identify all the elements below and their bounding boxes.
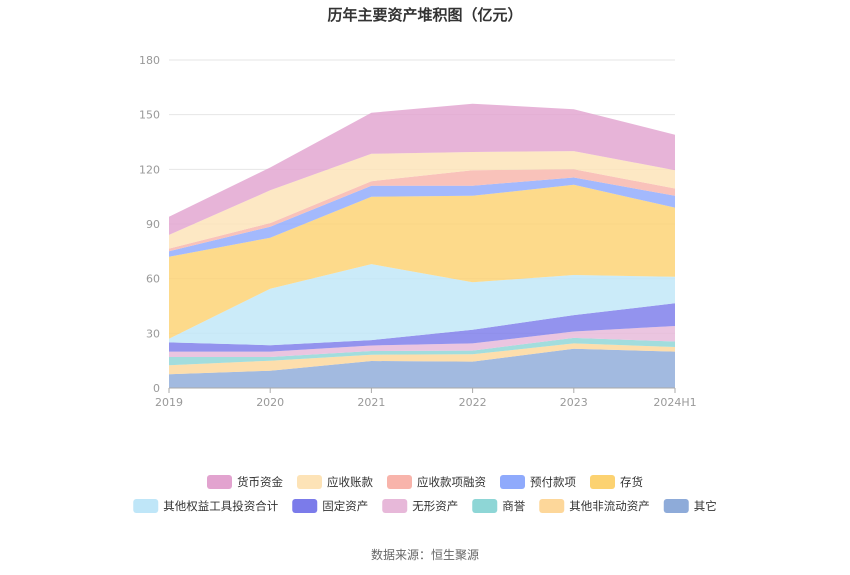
- y-tick-label: 60: [146, 273, 160, 286]
- legend-label: 应收账款: [327, 475, 373, 489]
- legend-swatch: [663, 499, 689, 513]
- legend-swatch: [500, 475, 525, 489]
- legend-item-存货[interactable]: 存货: [590, 475, 643, 489]
- legend-swatch: [292, 499, 318, 513]
- legend-swatch: [539, 499, 565, 513]
- legend-label: 货币资金: [237, 475, 283, 489]
- x-tick-label: 2022: [459, 396, 487, 409]
- axes: 0 30 60 90 120 150 180 2019 2020 2021 2022 2023 2024…: [139, 54, 697, 409]
- area-series-应收账款[interactable]: [169, 151, 675, 249]
- legend-item-其他非流动资产[interactable]: 其他非流动资产: [539, 499, 650, 513]
- legend-label: 无形资产: [412, 499, 458, 513]
- data-source-note: 数据来源：恒生聚源: [371, 547, 479, 562]
- legend-item-预付款项[interactable]: 预付款项: [500, 475, 576, 489]
- chart-title: 历年主要资产堆积图（亿元）: [327, 6, 522, 24]
- area-series-layer: [169, 103, 675, 388]
- legend-swatch: [382, 499, 408, 513]
- area-series-存货[interactable]: [169, 184, 675, 339]
- legend-item-无形资产[interactable]: 无形资产: [382, 499, 458, 513]
- legend-item-应收账款[interactable]: 应收账款: [297, 475, 373, 489]
- y-tick-label: 150: [139, 109, 160, 122]
- legend-item-其它[interactable]: 其它: [663, 499, 717, 513]
- y-tick-label: 30: [146, 327, 160, 340]
- legend-item-商誉[interactable]: 商誉: [472, 499, 526, 513]
- legend-swatch: [387, 475, 412, 489]
- legend-swatch: [133, 499, 159, 513]
- y-tick-label: 0: [153, 382, 160, 395]
- legend-label: 其他非流动资产: [569, 499, 650, 513]
- area-series-商誉[interactable]: [169, 337, 675, 366]
- legend-item-其他权益工具投资合计[interactable]: 其他权益工具投资合计: [133, 499, 279, 513]
- x-tick-label: 2021: [357, 396, 385, 409]
- legend-swatch: [297, 475, 322, 489]
- legend-label: 预付款项: [530, 475, 576, 489]
- legend-label: 固定资产: [322, 499, 368, 513]
- x-tick-label: 2020: [256, 396, 284, 409]
- legend-swatch: [472, 499, 498, 513]
- area-series-无形资产[interactable]: [169, 326, 675, 357]
- area-series-应收款项融资[interactable]: [169, 169, 675, 252]
- area-series-货币资金[interactable]: [169, 103, 675, 235]
- legend-label: 应收款项融资: [417, 475, 486, 489]
- legend-label: 其它: [694, 499, 717, 513]
- legend-label: 存货: [620, 475, 643, 489]
- area-series-其他权益工具投资合计[interactable]: [169, 264, 675, 346]
- y-tick-label: 180: [139, 54, 160, 67]
- x-tick-label: 2024H1: [653, 396, 696, 409]
- area-series-预付款项[interactable]: [169, 177, 675, 257]
- legend-item-货币资金[interactable]: 货币资金: [207, 475, 283, 489]
- area-series-固定资产[interactable]: [169, 303, 675, 352]
- x-tick-label: 2019: [155, 396, 183, 409]
- legend-label: 商誉: [502, 499, 525, 513]
- y-tick-label: 90: [146, 218, 160, 231]
- area-series-其它[interactable]: [169, 348, 675, 388]
- legend-label: 其他权益工具投资合计: [163, 499, 278, 513]
- legend-item-固定资产[interactable]: 固定资产: [292, 499, 368, 513]
- legend-item-应收款项融资[interactable]: 应收款项融资: [387, 475, 486, 489]
- x-tick-label: 2023: [560, 396, 588, 409]
- y-tick-label: 120: [139, 163, 160, 176]
- legend-swatch: [590, 475, 615, 489]
- area-series-其他非流动资产[interactable]: [169, 343, 675, 375]
- legend-swatch: [207, 475, 232, 489]
